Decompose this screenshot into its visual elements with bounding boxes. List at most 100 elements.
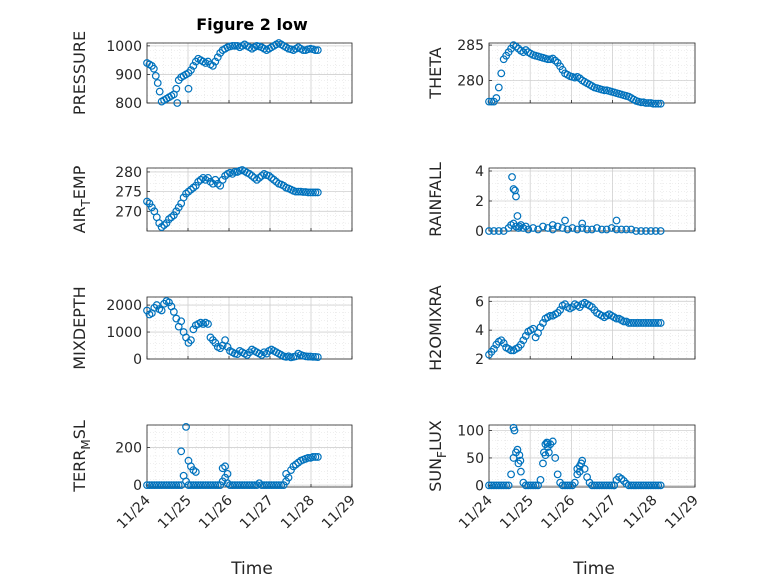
data-point bbox=[617, 225, 626, 234]
data-point bbox=[651, 99, 660, 108]
x-tick-label: 11/28 bbox=[621, 493, 661, 533]
x-tick-label: 11/29 bbox=[319, 493, 359, 533]
data-point bbox=[182, 189, 190, 198]
data-point bbox=[573, 225, 582, 234]
data-point bbox=[152, 481, 161, 490]
data-point bbox=[492, 481, 501, 490]
data-point bbox=[311, 188, 320, 197]
data-point bbox=[196, 481, 205, 490]
data-point bbox=[570, 478, 579, 487]
figure-title: Figure 2 low bbox=[196, 15, 308, 34]
data-point bbox=[199, 173, 208, 182]
data-point bbox=[167, 213, 176, 222]
data-point bbox=[172, 481, 181, 490]
data-point bbox=[226, 481, 234, 490]
data-point bbox=[543, 439, 552, 448]
data-point bbox=[639, 319, 648, 327]
data-point bbox=[516, 456, 525, 465]
x-tick-label: 11/26 bbox=[538, 492, 578, 532]
data-point bbox=[187, 336, 195, 345]
data-point bbox=[213, 179, 222, 188]
data-point bbox=[187, 66, 195, 75]
data-point bbox=[644, 99, 653, 107]
data-point bbox=[294, 187, 303, 196]
data-point bbox=[274, 481, 283, 490]
data-point bbox=[311, 453, 320, 461]
data-point bbox=[250, 173, 259, 182]
data-point bbox=[194, 177, 203, 186]
data-point bbox=[649, 481, 658, 490]
data-point bbox=[649, 319, 658, 327]
data-point bbox=[272, 481, 281, 490]
data-point bbox=[309, 453, 317, 461]
data-point bbox=[548, 54, 557, 63]
data-point bbox=[602, 481, 611, 490]
data-point bbox=[646, 227, 655, 235]
data-point bbox=[309, 352, 317, 361]
y-tick-label: 1000 bbox=[106, 325, 142, 341]
data-point bbox=[524, 225, 533, 234]
data-point bbox=[213, 53, 222, 62]
data-point bbox=[184, 187, 193, 196]
data-point bbox=[497, 481, 506, 490]
data-point bbox=[499, 481, 508, 490]
data-point bbox=[646, 481, 655, 490]
data-point bbox=[194, 481, 203, 490]
data-point bbox=[206, 177, 215, 186]
data-point bbox=[499, 339, 508, 348]
data-point bbox=[651, 481, 660, 490]
data-point bbox=[189, 61, 198, 70]
data-point bbox=[201, 481, 210, 490]
data-point bbox=[612, 314, 621, 323]
data-point bbox=[612, 225, 621, 234]
data-point bbox=[204, 481, 212, 490]
data-point bbox=[151, 71, 160, 80]
data-point bbox=[553, 470, 562, 479]
data-point bbox=[248, 481, 256, 490]
data-point bbox=[558, 224, 567, 232]
data-point bbox=[213, 481, 222, 490]
data-point bbox=[265, 481, 273, 490]
y-tick-label: 0 bbox=[133, 478, 142, 494]
data-point bbox=[521, 332, 530, 340]
data-point bbox=[607, 481, 616, 490]
data-point bbox=[187, 185, 195, 194]
data-point bbox=[651, 227, 660, 235]
data-point bbox=[575, 467, 584, 476]
data-point bbox=[649, 99, 658, 108]
data-point bbox=[191, 468, 200, 476]
data-point bbox=[644, 319, 653, 327]
data-point bbox=[233, 481, 242, 490]
subplot-1: 800 900 1000 PRESSURE bbox=[70, 31, 353, 115]
y-tick-label: 6 bbox=[475, 294, 484, 310]
data-point bbox=[642, 227, 650, 235]
data-point bbox=[313, 46, 322, 55]
data-point bbox=[165, 215, 173, 224]
y-tick-label: 0 bbox=[475, 478, 484, 494]
axes-box bbox=[488, 296, 696, 360]
data-point bbox=[189, 325, 198, 334]
data-point bbox=[155, 219, 164, 228]
data-point bbox=[516, 340, 525, 349]
subplot-7: 0 200 11/24 11/25 11/26 11/27 11/28 11/29 TERRMS… bbox=[70, 420, 359, 532]
data-point bbox=[593, 224, 601, 232]
data-point bbox=[563, 481, 572, 490]
data-point bbox=[291, 187, 300, 196]
data-point bbox=[149, 64, 158, 73]
data-point bbox=[577, 459, 586, 468]
data-point bbox=[167, 481, 176, 490]
data-point bbox=[656, 227, 665, 235]
data-point bbox=[206, 481, 215, 490]
y-tick-label: 0 bbox=[133, 352, 142, 368]
data-point bbox=[147, 203, 156, 212]
data-point bbox=[627, 319, 636, 327]
data-point bbox=[260, 481, 269, 490]
y-axis-label: H2OMIXRA bbox=[426, 285, 445, 371]
data-point bbox=[637, 319, 645, 327]
data-point bbox=[656, 99, 665, 108]
subplot-8: 0 50 100 11/24 11/25 11/26 11/27 11/28 11/29 SUNF… bbox=[426, 420, 702, 532]
y-tick-label: 900 bbox=[115, 67, 142, 83]
data-point bbox=[590, 481, 599, 490]
data-point bbox=[228, 41, 237, 50]
